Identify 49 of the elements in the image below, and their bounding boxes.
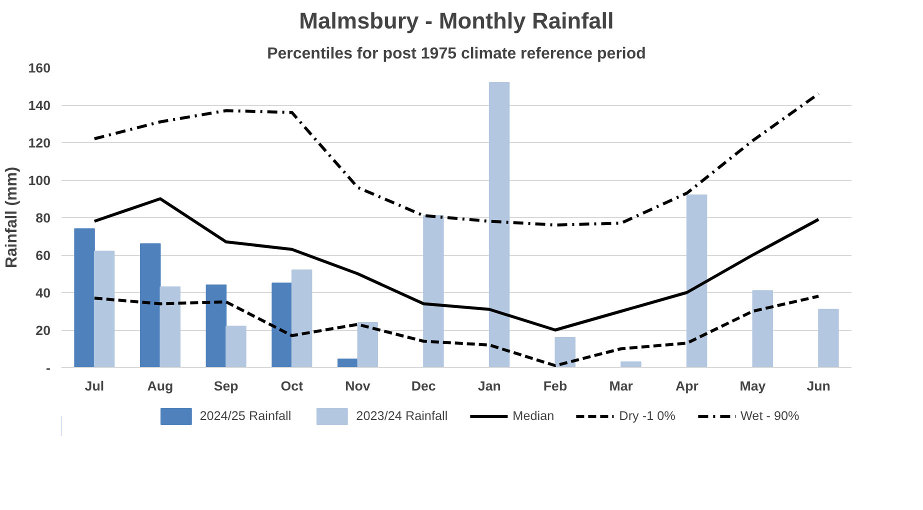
x-tick-label: Aug [147,378,174,394]
y-tick-label: 120 [28,136,51,150]
bar [140,243,161,368]
bar [357,322,378,368]
line-series [92,92,820,226]
y-tick-label: 60 [36,248,51,263]
bar [554,337,576,368]
bar [206,284,227,368]
x-tick-label: Feb [543,378,568,394]
bar [94,250,115,368]
bar [752,290,773,368]
bar [291,270,312,368]
chart-subtitle: Percentiles for post 1975 climate reference period [267,46,646,62]
bar [818,308,839,368]
y-axis-title: Rainfall (mm) [3,166,20,268]
x-tick-label: Jul [84,378,104,394]
bar [226,326,246,368]
y-tick-label: 100 [28,173,51,188]
line-series [92,294,820,368]
x-tick-label: Mar [609,378,633,394]
x-tick-label: Dec [411,378,436,394]
x-tick-label: Apr [675,378,698,394]
x-tick-label: Oct [280,378,304,394]
bar [74,228,95,368]
y-tick-label: - [46,360,51,376]
bar [338,358,358,368]
y-tick-label: 20 [36,323,51,338]
legend-label: Median [512,409,554,423]
y-tick-label: 140 [28,98,51,113]
legend-label: 2023/24 Rainfall [356,409,448,423]
chart-title: Malmsbury - Monthly Rainfall [299,8,614,34]
bar [620,361,642,368]
x-tick-label: Nov [345,378,371,394]
y-tick-label: 160 [28,60,51,76]
bar [423,215,444,368]
y-tick-label: 40 [36,286,51,300]
x-tick-label: Jun [806,378,830,394]
legend-label: 2024/25 Rainfall [200,409,292,423]
bar [686,194,708,368]
legend-label: Dry -1 0% [619,409,676,423]
bar [272,282,292,368]
y-tick-label: 80 [36,210,51,226]
line-series [92,197,820,332]
x-tick-label: May [740,378,766,394]
bar [160,286,180,368]
x-tick-label: Sep [214,378,238,394]
x-tick-label: Jan [478,378,501,394]
bar [488,82,510,368]
legend-label: Wet - 90% [740,409,800,423]
